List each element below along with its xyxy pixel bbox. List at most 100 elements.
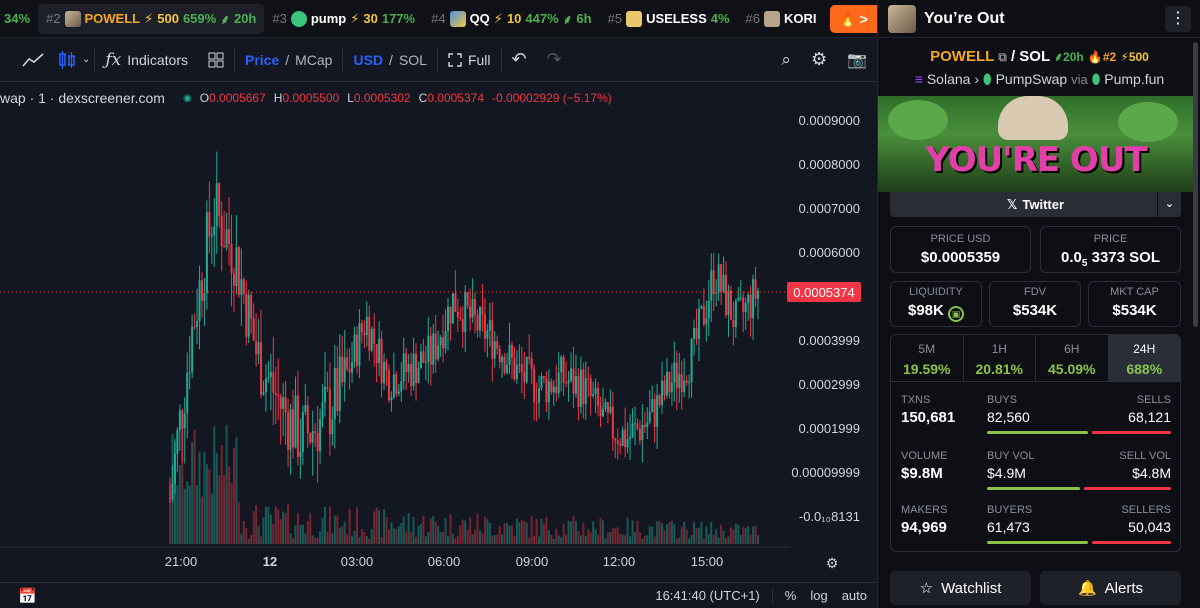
candle-body — [582, 369, 585, 404]
trending-item-kori[interactable]: #6 KORI — [738, 4, 825, 34]
price-option[interactable]: Price — [244, 51, 280, 68]
alerts-button[interactable]: 🔔 Alerts — [1040, 571, 1181, 605]
copy-icon[interactable]: ⧉ — [998, 50, 1007, 64]
volume-bar — [486, 518, 489, 544]
screenshot-button[interactable]: 📷 — [837, 38, 877, 82]
buyers-bar — [987, 541, 1171, 544]
panel-scrollbar[interactable] — [1193, 42, 1198, 327]
dex-link[interactable]: PumpSwap — [995, 71, 1068, 87]
sol-option[interactable]: SOL — [398, 51, 427, 68]
candle-type-button[interactable]: ⌄ — [54, 38, 94, 82]
candle-body — [373, 328, 376, 345]
trending-rank: #4 — [431, 11, 446, 26]
currency-toggle[interactable]: USD / SOL — [353, 51, 427, 68]
indicators-button[interactable]: ƒx Indicators — [95, 38, 198, 82]
sell-vol-label: SELL VOL — [1119, 450, 1171, 462]
hot-pairs-button[interactable]: 🔥 > — [830, 5, 877, 33]
volume-bar — [277, 509, 280, 544]
last-price-label: 0.0005374 — [793, 285, 854, 300]
volume-bar — [289, 533, 292, 544]
redo-button[interactable]: ↷ — [537, 38, 572, 82]
volume-bar — [469, 517, 472, 544]
candle-body — [542, 376, 545, 379]
more-options-button[interactable]: ⋮ — [1165, 6, 1191, 32]
candle-body — [319, 418, 322, 452]
usd-option[interactable]: USD — [353, 51, 384, 68]
trending-item-pump[interactable]: #3 pump ⚡ 30 177% — [264, 4, 423, 34]
settings-button[interactable]: ⚙ — [801, 38, 837, 82]
candle-body — [707, 300, 710, 319]
trending-item-powell[interactable]: #2 POWELL ⚡ 500 659% ⸙ 20h — [38, 3, 265, 34]
volume-bar — [599, 517, 602, 544]
candle-body — [501, 356, 504, 363]
buys-value: 82,560 — [987, 409, 1030, 425]
candle-body — [328, 388, 331, 435]
undo-button[interactable]: ↶ — [502, 38, 537, 82]
candle-body — [658, 395, 661, 406]
candle-body — [210, 235, 213, 237]
visibility-dot-icon[interactable]: ◉ — [182, 92, 192, 104]
layouts-button[interactable] — [198, 38, 234, 82]
candle-body — [395, 374, 398, 394]
camera-icon: 📷 — [847, 51, 867, 69]
y-tick-label: -0.0₁₀8131 — [799, 509, 860, 524]
trending-change: 34% — [4, 11, 31, 26]
price-mcap-toggle[interactable]: Price / MCap — [244, 51, 333, 68]
volume-row: VOLUME $9.8M BUY VOL SELL VOL $4.9M $4.8M — [891, 446, 1182, 498]
candles-icon — [59, 50, 75, 69]
log-toggle[interactable]: log — [810, 588, 828, 603]
candle-body — [442, 337, 445, 349]
volume-bar — [700, 521, 703, 544]
line-tool-button[interactable] — [0, 38, 54, 82]
volume-bar — [444, 518, 447, 544]
volume-bar — [506, 523, 509, 544]
date-range-icon[interactable]: 📅 — [18, 587, 37, 605]
volume-bar — [323, 507, 326, 544]
candle-body — [734, 300, 737, 327]
tab-1h[interactable]: 1H 20.81% — [964, 335, 1036, 381]
candle-body — [208, 212, 211, 237]
price-chart[interactable]: 0.0009000 0.0008000 0.0007000 0.0006000 0.00… — [0, 82, 877, 582]
candle-body — [419, 351, 422, 369]
trending-item-partial[interactable]: 34% — [0, 4, 38, 34]
chain-link[interactable]: Solana — [926, 71, 971, 87]
volume-bar — [488, 522, 491, 544]
ohlc-legend: wap · 1 · dexscreener.com ◉ O0.0005667 H… — [0, 90, 612, 106]
buyers-label: BUYERS — [987, 504, 1033, 516]
x-tick-label: 06:00 — [428, 554, 461, 569]
twitter-button[interactable]: 𝕏 Twitter ⌄ — [890, 192, 1181, 217]
volume-bar — [213, 426, 216, 544]
candle-body — [685, 380, 688, 383]
tab-change: 688% — [1126, 361, 1163, 377]
token-avatar-icon — [449, 10, 466, 27]
volume-bar — [582, 522, 585, 544]
watchlist-button[interactable]: ☆ Watchlist — [890, 571, 1031, 605]
socials-dropdown-button[interactable]: ⌄ — [1157, 192, 1181, 217]
candle-body — [427, 335, 430, 362]
tab-6h[interactable]: 6H 45.09% — [1036, 335, 1109, 381]
redo-icon: ↷ — [546, 49, 562, 69]
percent-toggle[interactable]: % — [784, 588, 797, 603]
volume-bar — [220, 445, 223, 544]
mcap-option[interactable]: MCap — [295, 51, 333, 68]
tab-change: 19.59% — [903, 361, 951, 377]
candle-body — [631, 424, 634, 437]
token-pill-icon — [290, 10, 307, 27]
volume-bar — [535, 518, 538, 544]
tab-24h[interactable]: 24H 688% — [1108, 335, 1180, 381]
candle-body — [282, 397, 285, 409]
fullscreen-button[interactable]: Full — [438, 38, 501, 82]
sellers-label: SELLERS — [1121, 504, 1171, 516]
volume-bar — [538, 536, 541, 544]
trending-item-qq[interactable]: #4 QQ ⚡ 10 447% ⸙ 6h — [423, 4, 600, 34]
trending-item-useless[interactable]: #5 USELESS 4% — [600, 4, 738, 34]
candle-body — [252, 318, 255, 341]
volume-bar — [176, 485, 179, 544]
txns-label: TXNS — [901, 394, 931, 406]
quick-search-button[interactable]: ⌕ — [771, 38, 801, 82]
tab-5m[interactable]: 5M 19.59% — [891, 335, 964, 381]
launchpad-link[interactable]: Pump.fun — [1104, 71, 1165, 87]
auto-toggle[interactable]: auto — [841, 588, 867, 603]
lock-icon[interactable]: ▣ — [948, 306, 965, 322]
volume-bar — [725, 537, 728, 544]
